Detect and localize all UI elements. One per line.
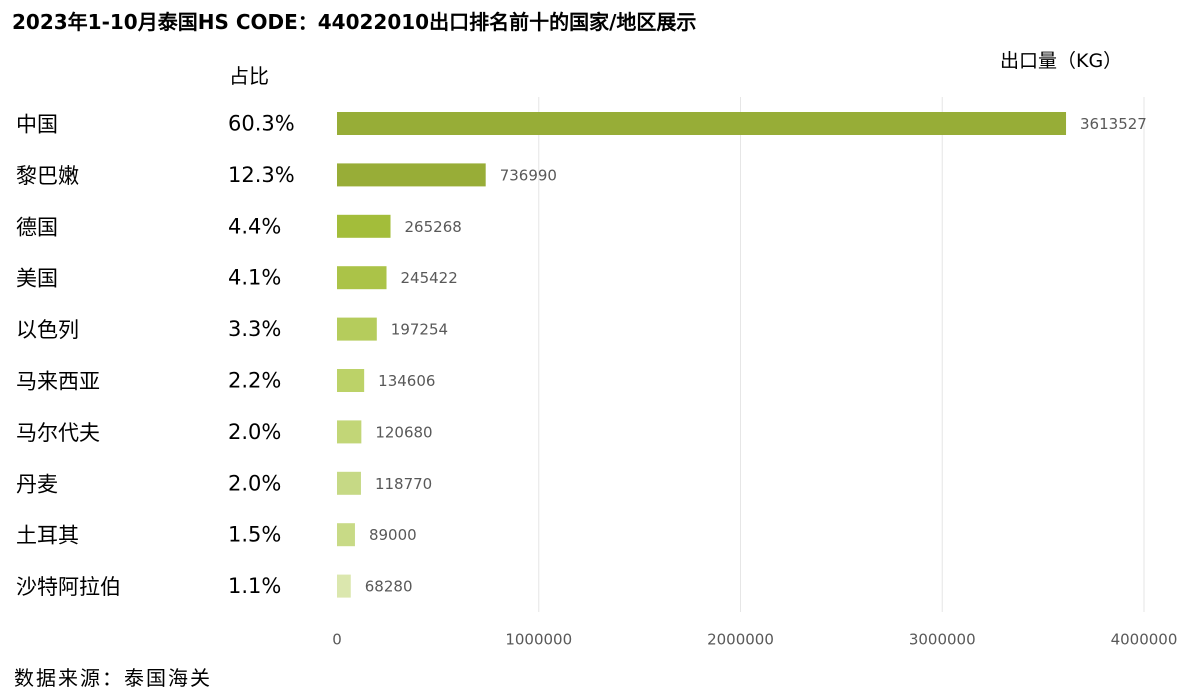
bar (337, 471, 361, 495)
data-source-note: 数据来源：泰国海关 (14, 666, 212, 690)
labels: 0 1000000 2000000 3000000 4000000 3613527 中国 60… (16, 112, 1177, 649)
bar (337, 369, 365, 392)
data-label: 118770 (375, 475, 432, 493)
share-label: 60.3% (228, 112, 295, 136)
x-tick-label: 1000000 (505, 631, 572, 649)
x-tick-label: 0 (332, 631, 342, 649)
bar (337, 317, 377, 341)
share-label: 12.3% (228, 163, 295, 187)
data-label: 265268 (405, 218, 462, 236)
x-tick-label: 3000000 (909, 631, 976, 649)
category-label: 黎巴嫩 (16, 164, 79, 188)
bar (337, 112, 1067, 135)
data-label: 68280 (365, 578, 413, 596)
category-label: 马尔代夫 (16, 421, 100, 445)
category-label: 以色列 (16, 318, 79, 342)
share-label: 3.3% (228, 317, 281, 341)
share-label: 1.5% (228, 523, 281, 547)
bar (337, 420, 362, 444)
share-label: 2.2% (228, 369, 281, 393)
share-label: 2.0% (228, 471, 281, 495)
bar (337, 163, 486, 187)
bar (337, 523, 355, 547)
data-label: 736990 (500, 166, 557, 184)
gridlines (538, 97, 1145, 612)
x-axis-unit-label: 出口量（KG） (1000, 50, 1123, 72)
data-label: 120680 (375, 423, 432, 441)
share-label: 1.1% (228, 574, 281, 598)
bar (337, 214, 391, 238)
bars (337, 112, 1067, 598)
category-label: 德国 (16, 215, 58, 239)
x-tick-label: 4000000 (1111, 631, 1178, 649)
bar (337, 266, 387, 290)
bar (337, 574, 351, 598)
share-label: 4.1% (228, 266, 281, 290)
category-label: 中国 (16, 113, 58, 137)
category-label: 马来西亚 (16, 370, 100, 394)
data-label: 245422 (401, 269, 458, 287)
data-label: 197254 (391, 321, 448, 339)
category-label: 土耳其 (16, 524, 79, 548)
share-label: 2.0% (228, 420, 281, 444)
share-label: 4.4% (228, 214, 281, 238)
chart-title: 2023年1-10月泰国HS CODE：44022010出口排名前十的国家/地区… (12, 10, 697, 34)
data-label: 89000 (369, 526, 417, 544)
data-label: 3613527 (1080, 115, 1147, 133)
x-tick-label: 2000000 (707, 631, 774, 649)
category-label: 美国 (16, 267, 58, 291)
category-label: 丹麦 (16, 472, 58, 496)
data-label: 134606 (378, 372, 435, 390)
category-label: 沙特阿拉伯 (16, 575, 121, 599)
share-column-header: 占比 (229, 64, 269, 88)
